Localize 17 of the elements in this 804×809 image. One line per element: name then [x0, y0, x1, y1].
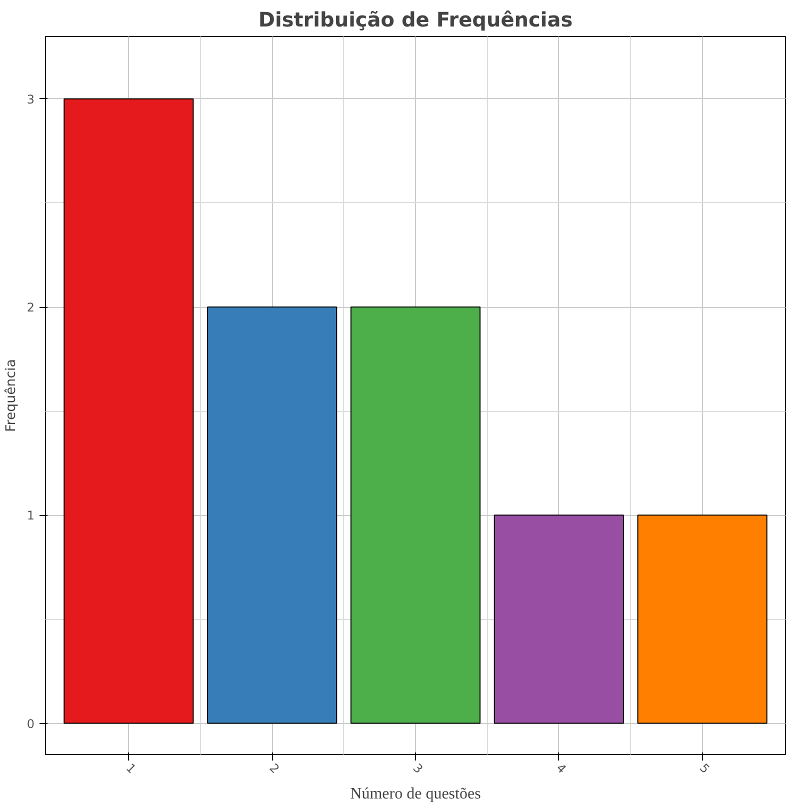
x-tick-label: 1 — [123, 760, 139, 776]
bar — [350, 306, 481, 724]
x-tick-label: 2 — [266, 760, 282, 776]
x-axis-title: Número de questões — [350, 785, 481, 802]
y-tick-label: 1 — [26, 508, 35, 523]
y-tick-label: 0 — [26, 716, 35, 731]
bar — [64, 98, 194, 724]
y-tick-label: 3 — [26, 92, 35, 106]
bar — [637, 514, 768, 724]
bar — [494, 514, 624, 724]
y-axis-title: Frequência — [4, 359, 19, 432]
chart-title: Distribuição de Frequências — [258, 8, 573, 32]
y-tick-label: 2 — [26, 300, 35, 315]
bar — [207, 306, 338, 724]
x-tick-label: 5 — [697, 760, 712, 776]
x-tick-label: 4 — [554, 760, 569, 776]
x-tick-label: 3 — [410, 760, 426, 776]
